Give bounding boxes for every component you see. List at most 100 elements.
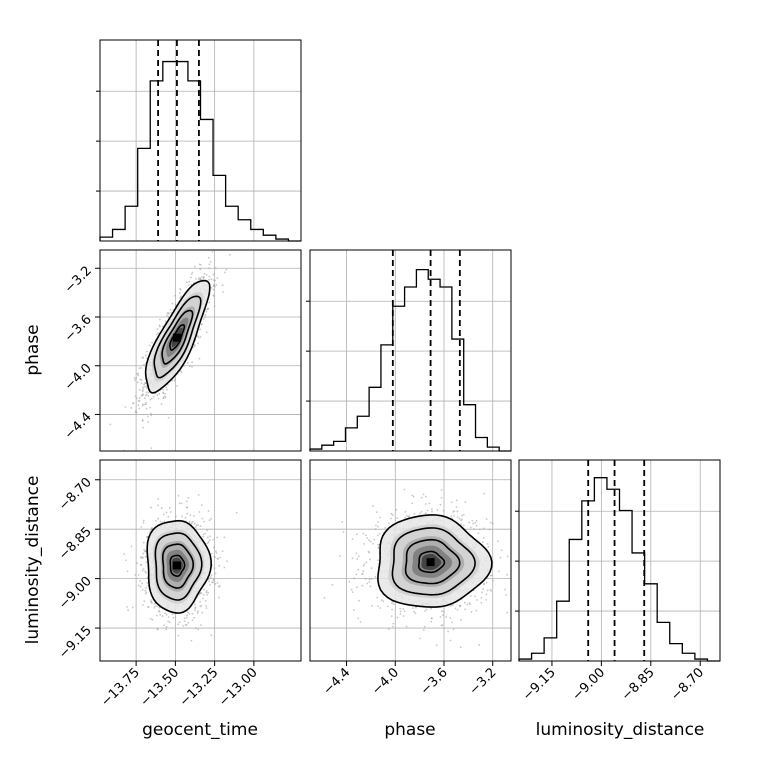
contour-line <box>144 279 211 394</box>
sample-point <box>207 541 210 543</box>
sample-point <box>139 378 142 381</box>
sample-point <box>205 273 208 276</box>
sample-point <box>213 284 215 286</box>
x-axis-label-geocent-time: geocent_time <box>142 720 258 740</box>
sample-point <box>138 397 141 399</box>
sample-point <box>167 315 170 318</box>
sample-point <box>452 628 455 631</box>
sample-point <box>218 565 221 567</box>
sample-point <box>201 517 204 520</box>
sample-point <box>223 566 226 569</box>
sample-point <box>486 543 489 545</box>
sample-point <box>519 553 521 555</box>
sample-point <box>167 515 170 518</box>
sample-point <box>470 611 473 613</box>
sample-point <box>377 547 380 549</box>
sample-point <box>399 607 402 610</box>
sample-point <box>127 609 130 611</box>
sample-point <box>201 611 204 614</box>
histogram-phase <box>309 268 511 452</box>
sample-point <box>144 550 147 553</box>
sample-point <box>140 379 143 381</box>
sample-point <box>209 535 211 538</box>
sample-point <box>180 295 182 298</box>
sample-point <box>205 605 208 607</box>
sample-point <box>150 447 153 450</box>
sample-point <box>188 520 191 523</box>
density-peak <box>172 333 181 342</box>
sample-point <box>204 532 207 535</box>
sample-point <box>150 414 153 417</box>
sample-point <box>143 383 145 386</box>
sample-point <box>391 602 393 605</box>
sample-point <box>137 404 140 407</box>
sample-point <box>216 277 219 280</box>
sample-point <box>138 399 141 402</box>
sample-point <box>442 509 445 512</box>
sample-point <box>472 522 475 525</box>
sample-point <box>150 506 153 509</box>
sample-point <box>485 581 488 584</box>
sample-point <box>402 607 405 610</box>
sample-point <box>390 512 393 515</box>
sample-point <box>449 639 452 642</box>
sample-point <box>491 522 494 525</box>
sample-point <box>135 411 138 414</box>
contour-line <box>417 550 446 574</box>
sample-point <box>435 644 438 647</box>
contour-line <box>146 520 213 614</box>
sample-point <box>186 362 189 364</box>
sample-point <box>187 621 190 624</box>
y-axis-label-phase: phase <box>23 324 43 375</box>
sample-point <box>478 644 481 646</box>
x-tick-label-phase: −3.6 <box>418 665 451 698</box>
sample-point <box>208 519 211 522</box>
sample-point <box>211 250 214 253</box>
sample-point <box>208 267 210 270</box>
sample-point <box>391 608 393 611</box>
sample-point <box>208 263 211 266</box>
sample-point <box>164 612 167 615</box>
sample-point <box>145 393 148 396</box>
sample-point <box>212 273 215 276</box>
sample-point <box>183 617 186 620</box>
sample-point <box>168 621 171 624</box>
sample-point <box>405 625 408 628</box>
sample-point <box>199 268 202 271</box>
sample-point <box>207 256 210 259</box>
y-tick-label-phase: −3.2 <box>62 263 95 296</box>
sample-point <box>195 277 198 280</box>
sample-point <box>482 588 485 590</box>
sample-point <box>210 552 213 555</box>
sample-point <box>144 589 147 592</box>
sample-point <box>430 620 433 623</box>
sample-point <box>143 363 145 366</box>
sample-point <box>179 287 182 290</box>
sample-point <box>377 525 379 528</box>
sample-point <box>162 388 165 391</box>
y-tick-label-phase: −4.4 <box>62 410 95 443</box>
sample-point <box>188 280 191 283</box>
sample-point <box>404 516 407 519</box>
sample-point <box>148 344 151 347</box>
sample-point <box>155 333 158 336</box>
sample-point <box>149 398 152 401</box>
sample-point <box>485 518 488 520</box>
sample-point <box>420 510 423 513</box>
sample-point <box>213 567 216 570</box>
scatter-group <box>323 488 521 649</box>
contour-line <box>169 554 186 578</box>
sample-point <box>204 314 207 316</box>
sample-point <box>172 616 175 619</box>
sample-point <box>372 542 374 545</box>
sample-point <box>235 511 238 514</box>
sample-point <box>456 510 459 513</box>
sample-point <box>445 616 448 618</box>
sample-point <box>174 294 176 297</box>
sample-point <box>225 268 228 271</box>
sample-point <box>142 521 145 524</box>
sample-point <box>362 565 365 567</box>
sample-point <box>202 276 205 279</box>
sample-point <box>517 548 519 550</box>
sample-point <box>142 426 145 429</box>
